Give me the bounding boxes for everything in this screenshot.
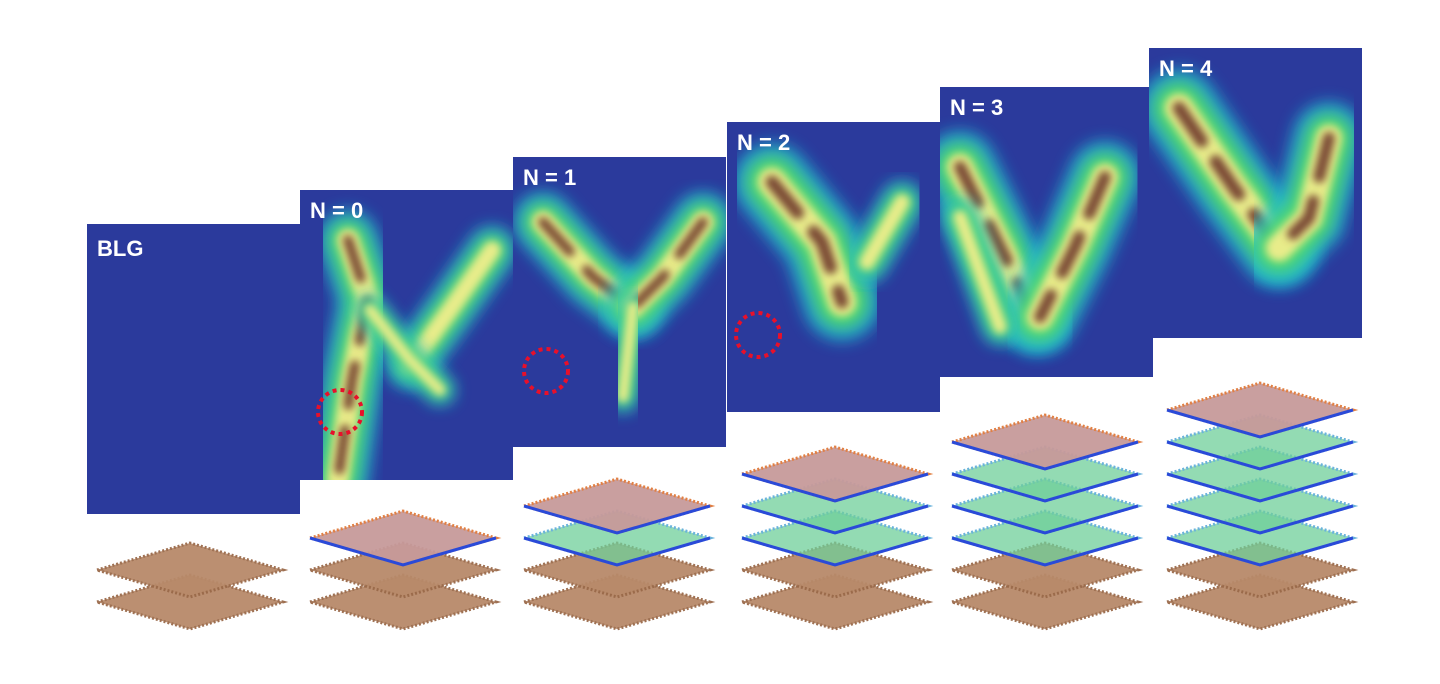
spectrum-panel: N = 1 xyxy=(513,157,726,447)
band-core xyxy=(1034,171,1111,323)
layer-edge xyxy=(523,504,711,535)
band-core xyxy=(765,175,849,309)
layer-edge xyxy=(1166,408,1354,439)
spectrum-panel: N = 2 xyxy=(727,122,940,412)
layer-edge xyxy=(741,472,929,503)
layer xyxy=(736,445,934,503)
spectrum-panel: N = 4 xyxy=(1149,48,1362,338)
layer-edge xyxy=(951,536,1139,567)
bands xyxy=(733,143,923,341)
layer xyxy=(518,477,716,535)
layer xyxy=(91,541,289,599)
bands xyxy=(1149,69,1362,287)
layer-edge xyxy=(309,536,497,567)
band-core xyxy=(333,235,374,480)
layer-stack xyxy=(91,541,289,631)
layer-edge xyxy=(1166,440,1354,471)
panel-label: N = 2 xyxy=(737,130,790,155)
panel-background xyxy=(87,224,300,514)
layer-edge xyxy=(951,504,1139,535)
highlight-circle xyxy=(316,388,364,436)
band-yellow xyxy=(364,304,446,396)
layer xyxy=(946,413,1144,471)
layer xyxy=(304,509,502,567)
spectrum-panel: BLG xyxy=(87,224,300,514)
layer-edge xyxy=(951,440,1139,471)
layer-edge xyxy=(523,536,711,567)
band-yellow xyxy=(859,194,910,270)
band-yellow xyxy=(617,301,639,403)
bands xyxy=(940,131,1141,353)
band-yellow xyxy=(401,241,501,374)
highlight-circle xyxy=(522,347,570,395)
panel-label: N = 0 xyxy=(310,198,363,223)
band-core xyxy=(1273,132,1335,254)
layer-edge xyxy=(951,472,1139,503)
panel-label: N = 1 xyxy=(523,165,576,190)
spectrum-panel: N = 0 xyxy=(300,190,513,480)
layer-stack xyxy=(736,445,934,631)
spectrum-panel: N = 3 xyxy=(940,87,1153,377)
highlight-circle xyxy=(734,311,782,359)
layer-edge xyxy=(1166,472,1354,503)
layer-edge xyxy=(1166,504,1354,535)
bands xyxy=(513,192,726,412)
layer-stack xyxy=(1161,381,1359,631)
panel-label: BLG xyxy=(97,236,143,261)
panel-label: N = 4 xyxy=(1159,56,1213,81)
band-yellow xyxy=(953,210,1007,334)
layer-edge xyxy=(741,536,929,567)
layer-edge xyxy=(1166,536,1354,567)
layer-edge xyxy=(741,504,929,535)
layer-stack xyxy=(304,509,502,631)
layer-stack xyxy=(946,413,1144,631)
bands xyxy=(308,210,513,480)
layer-stack xyxy=(518,477,716,631)
panel-label: N = 3 xyxy=(950,95,1003,120)
layer xyxy=(1161,381,1359,439)
